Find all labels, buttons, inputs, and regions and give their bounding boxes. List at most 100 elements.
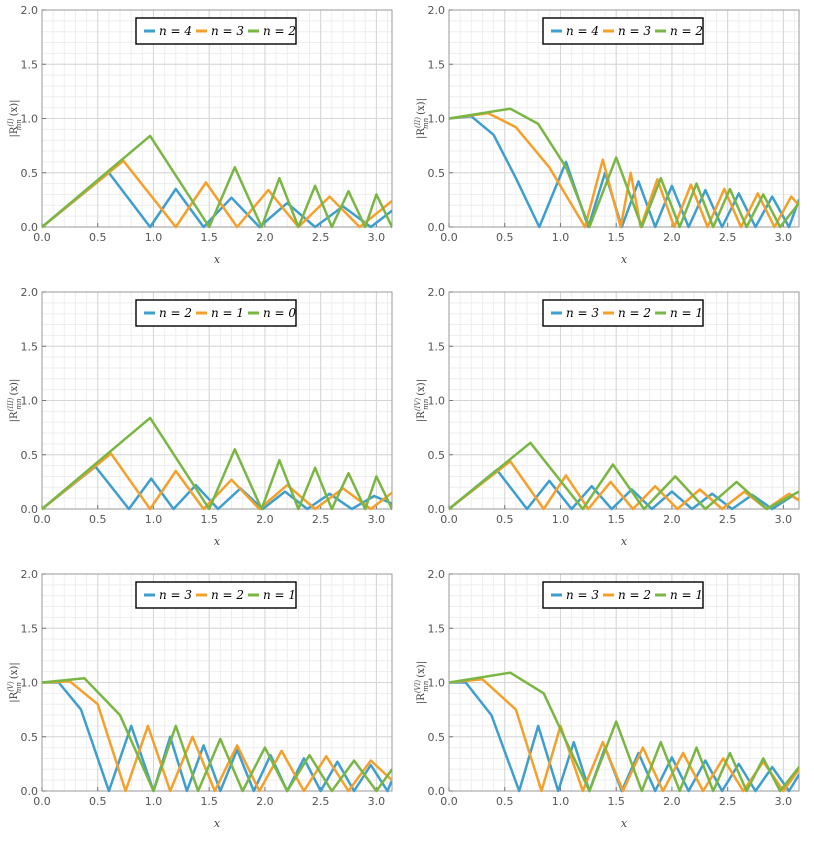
y-tick-label: 1.5 [21,622,39,635]
legend-label-2: n = 3 [618,24,651,38]
legend-label-1: n = 3 [566,306,599,320]
x-tick-label: 0.5 [89,513,107,526]
y-tick-label: 0.0 [21,785,39,798]
legend: n = 2 n = 1 n = 0 [135,299,297,327]
legend-label-1: n = 3 [159,588,192,602]
series-line-1 [42,681,392,793]
y-axis-label: |R(III)mn(x)| [7,379,23,423]
chart-3-svg: 0.0 0.5 1.0 1.5 2.0 2.5 3.0 0.0 0.5 1.0 1.5 2.0 x |R(… [7,286,393,548]
series-line-3 [42,134,392,229]
legend-label-1: n = 3 [566,588,599,602]
x-axis-label: x [214,535,221,548]
y-tick-label: 1.0 [21,113,39,126]
x-tick-label: 1.5 [200,513,218,526]
legend-label-1: n = 2 [159,306,192,320]
x-tick-label: 0.5 [89,231,107,244]
x-axis-label: x [621,253,628,266]
x-tick-label: 1.0 [145,513,163,526]
legend-label-3: n = 0 [263,306,296,320]
y-tick-label: 0.5 [428,449,446,462]
x-tick-label: 0.5 [496,513,514,526]
legend: n = 4 n = 3 n = 2 [542,17,704,45]
y-tick-label: 1.5 [21,58,39,71]
y-tick-label: 2.0 [21,4,39,17]
legend-label-2: n = 2 [618,306,651,320]
chart-panel-5: 0.0 0.5 1.0 1.5 2.0 2.5 3.0 0.0 0.5 1.0 1.5 2.0 x |R(… [0,564,407,846]
series-line-2 [449,677,799,793]
series-line-3 [42,416,392,511]
x-tick-label: 2.5 [719,513,737,526]
legend-box [542,299,704,327]
y-tick-label: 2.0 [428,568,446,581]
x-tick-label: 1.5 [200,231,218,244]
legend-box [135,581,297,609]
series-group [449,107,799,229]
x-tick-label: 2.5 [719,231,737,244]
chart-panel-1: 0.0 0.5 1.0 1.5 2.0 2.5 3.0 0.0 0.5 1.0 1.5 2.0 x |R(… [0,0,407,282]
y-tick-label: 2.0 [21,286,39,299]
chart-4-svg: 0.0 0.5 1.0 1.5 2.0 2.5 3.0 0.0 0.5 1.0 1.5 2.0 x |R(… [414,286,800,548]
y-axis-label: |R(V)mn(x)| [7,662,23,702]
x-tick-label: 3.0 [775,513,793,526]
series-line-1 [449,468,799,511]
series-line-2 [42,452,392,511]
y-tick-label: 1.5 [428,622,446,635]
x-tick-label: 1.0 [552,513,570,526]
x-tick-label: 2.5 [719,795,737,808]
series-group [42,676,392,793]
legend-label-2: n = 2 [618,588,651,602]
chart-1-svg: 0.0 0.5 1.0 1.5 2.0 2.5 3.0 0.0 0.5 1.0 1.5 2.0 x |R(… [7,4,393,266]
legend-label-2: n = 3 [211,24,244,38]
x-tick-label: 3.0 [775,231,793,244]
series-group [449,441,799,511]
legend-label-1: n = 4 [566,24,599,38]
chart-2-svg: 0.0 0.5 1.0 1.5 2.0 2.5 3.0 0.0 0.5 1.0 1.5 2.0 x |R(… [414,4,800,266]
x-axis-label: x [621,817,628,830]
y-tick-label: 2.0 [428,4,446,17]
chart-panel-6: 0.0 0.5 1.0 1.5 2.0 2.5 3.0 0.0 0.5 1.0 1.5 2.0 x |R(… [407,564,814,846]
series-line-1 [42,171,392,229]
x-tick-label: 2.5 [312,513,330,526]
chart-5-svg: 0.0 0.5 1.0 1.5 2.0 2.5 3.0 0.0 0.5 1.0 1.5 2.0 x |R(… [7,568,393,830]
y-axis-label: |R(II)mn(x)| [414,98,430,139]
legend-box [135,17,297,45]
y-axis-label: |R(VI)mn(x)| [414,661,430,704]
x-tick-label: 2.0 [256,795,274,808]
x-tick-label: 2.0 [663,513,681,526]
legend: n = 3 n = 2 n = 1 [542,581,704,609]
y-tick-label: 1.0 [21,395,39,408]
legend-label-2: n = 2 [211,588,244,602]
legend-label-3: n = 2 [670,24,703,38]
x-tick-label: 0.0 [440,795,458,808]
x-tick-label: 3.0 [368,795,386,808]
y-tick-label: 1.5 [428,58,446,71]
series-line-1 [449,115,799,229]
y-tick-label: 0.5 [21,167,39,180]
y-tick-label: 1.0 [428,113,446,126]
series-line-2 [42,159,392,229]
y-tick-label: 0.5 [21,731,39,744]
series-group [42,416,392,511]
legend-label-3: n = 1 [670,588,703,602]
x-tick-label: 0.0 [440,513,458,526]
chart-panel-3: 0.0 0.5 1.0 1.5 2.0 2.5 3.0 0.0 0.5 1.0 1.5 2.0 x |R(… [0,282,407,564]
x-tick-label: 2.5 [312,231,330,244]
series-line-2 [449,460,799,511]
chart-6-svg: 0.0 0.5 1.0 1.5 2.0 2.5 3.0 0.0 0.5 1.0 1.5 2.0 x |R(… [414,568,800,830]
legend: n = 3 n = 2 n = 1 [542,299,704,327]
x-tick-label: 0.0 [33,795,51,808]
y-axis-label: |R(IV)mn(x)| [414,379,430,422]
x-tick-label: 1.0 [145,795,163,808]
series-group [42,134,392,229]
y-tick-label: 0.5 [21,449,39,462]
x-tick-label: 2.0 [663,231,681,244]
legend-label-3: n = 2 [263,24,296,38]
x-tick-label: 3.0 [775,795,793,808]
x-tick-label: 2.0 [256,513,274,526]
y-tick-label: 1.5 [21,340,39,353]
x-tick-label: 0.0 [33,513,51,526]
legend-label-3: n = 1 [670,306,703,320]
y-tick-label: 2.0 [428,286,446,299]
y-tick-label: 0.5 [428,731,446,744]
y-tick-label: 1.5 [428,340,446,353]
